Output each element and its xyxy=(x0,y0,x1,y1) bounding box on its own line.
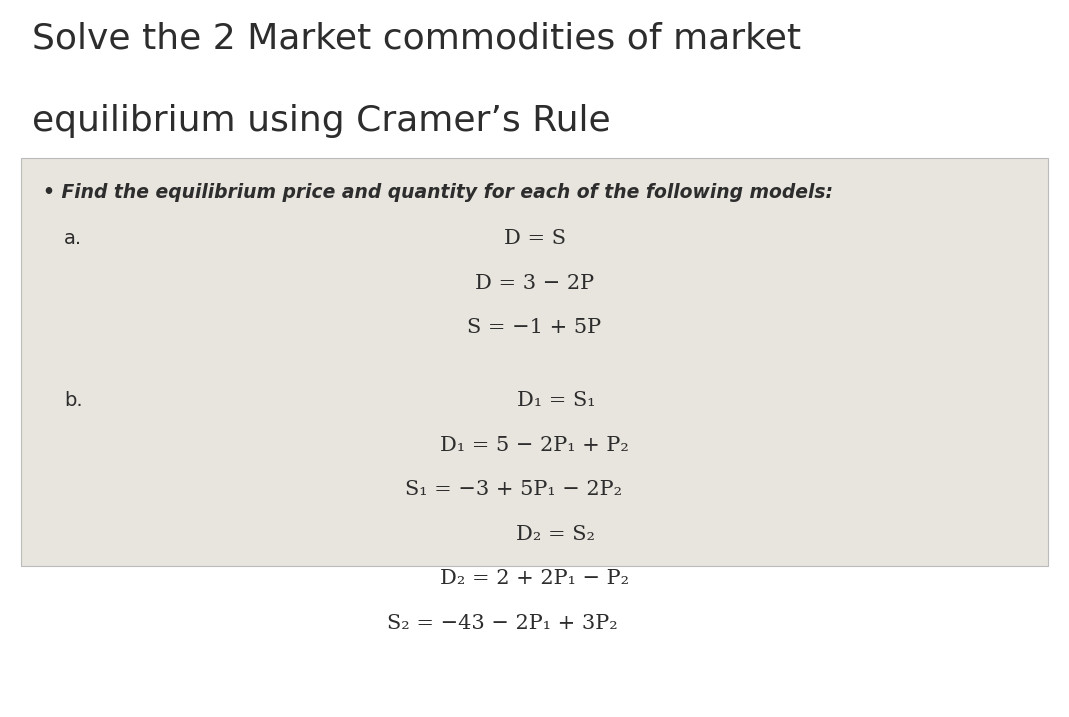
Text: b.: b. xyxy=(64,391,82,410)
Text: Solve the 2 Market commodities of market: Solve the 2 Market commodities of market xyxy=(32,22,801,55)
Text: • Find the equilibrium price and quantity for each of the following models:: • Find the equilibrium price and quantit… xyxy=(43,183,833,201)
Text: D₂ = S₂: D₂ = S₂ xyxy=(516,525,595,543)
Text: equilibrium using Cramer’s Rule: equilibrium using Cramer’s Rule xyxy=(32,104,610,138)
Text: a.: a. xyxy=(64,229,82,248)
Text: D = 3 − 2P: D = 3 − 2P xyxy=(475,274,594,293)
Text: S₁ = −3 + 5P₁ − 2P₂: S₁ = −3 + 5P₁ − 2P₂ xyxy=(404,480,622,499)
FancyBboxPatch shape xyxy=(21,158,1048,566)
Text: S = −1 + 5P: S = −1 + 5P xyxy=(467,318,602,337)
Text: D = S: D = S xyxy=(503,229,566,248)
Text: S₂ = −43 − 2P₁ + 3P₂: S₂ = −43 − 2P₁ + 3P₂ xyxy=(387,614,618,632)
Text: D₂ = 2 + 2P₁ − P₂: D₂ = 2 + 2P₁ − P₂ xyxy=(440,569,629,588)
Text: D₁ = 5 − 2P₁ + P₂: D₁ = 5 − 2P₁ + P₂ xyxy=(440,436,629,455)
Text: D₁ = S₁: D₁ = S₁ xyxy=(516,391,595,410)
